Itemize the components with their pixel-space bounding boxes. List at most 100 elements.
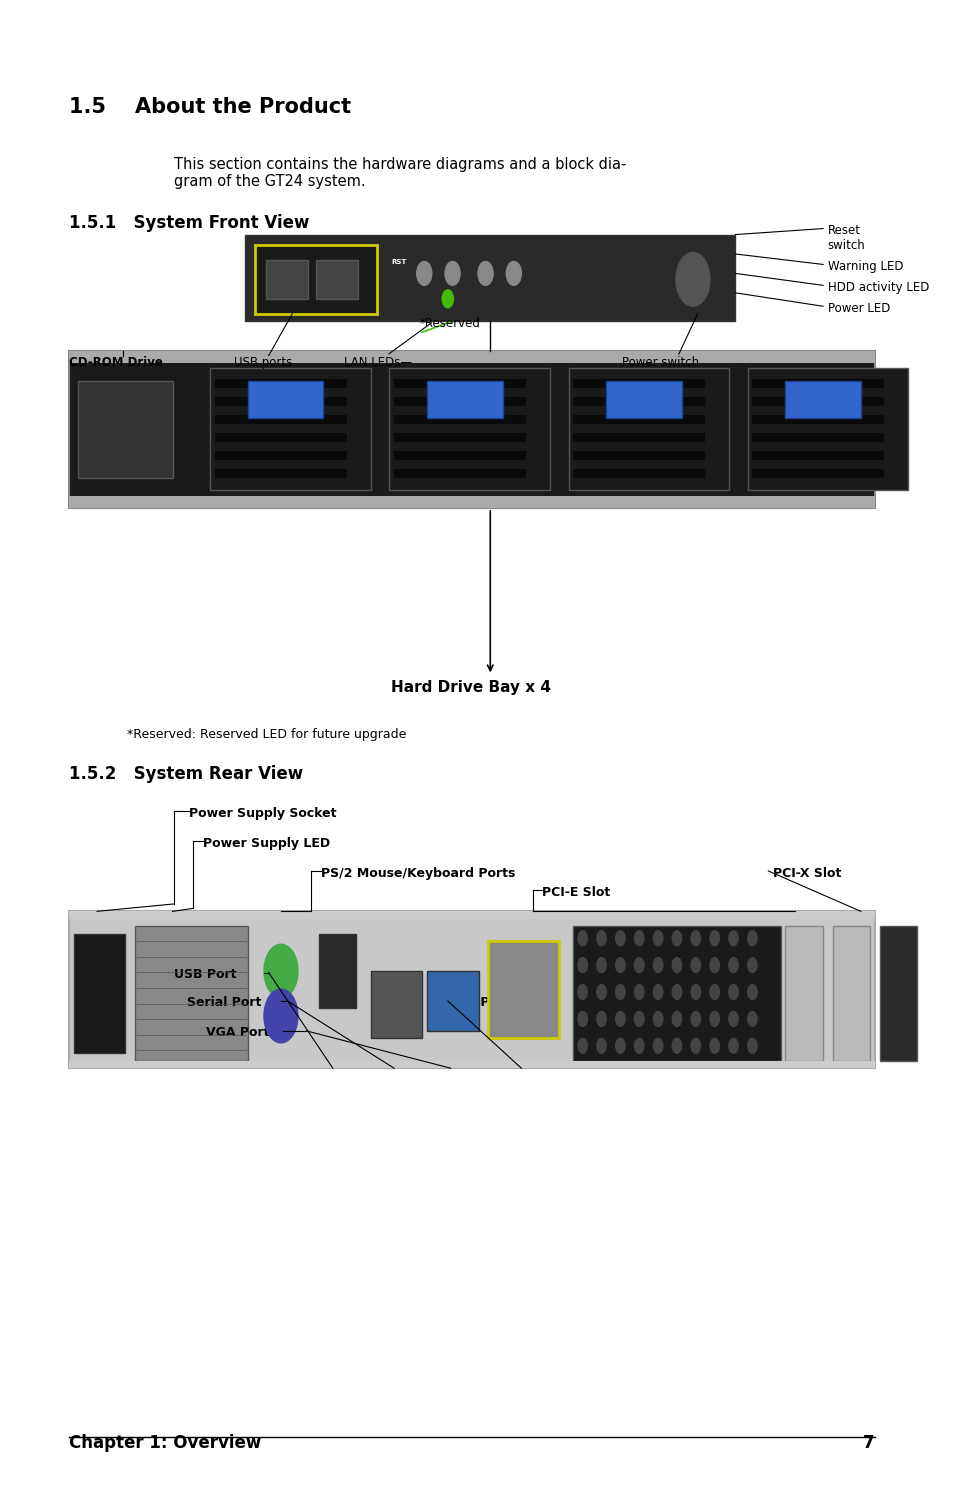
Bar [73, 934, 125, 1053]
Text: Serial Port: Serial Port [187, 996, 261, 1010]
Bar [69, 1061, 874, 1068]
Bar [488, 941, 558, 1038]
Circle shape [597, 931, 605, 946]
Bar [315, 260, 358, 299]
Bar [394, 397, 525, 406]
Circle shape [442, 290, 453, 308]
Text: USB ports: USB ports [233, 356, 292, 369]
Text: 7: 7 [862, 1434, 874, 1452]
Circle shape [578, 1011, 587, 1026]
Bar [78, 381, 172, 478]
Text: Warning LED: Warning LED [827, 260, 902, 273]
Bar [752, 451, 883, 460]
Circle shape [653, 931, 662, 946]
Bar [573, 379, 704, 388]
Text: USB Port: USB Port [174, 968, 236, 982]
Bar [389, 368, 549, 490]
Bar [69, 351, 874, 363]
Bar [573, 433, 704, 442]
Text: Chapter 1: Overview: Chapter 1: Overview [69, 1434, 261, 1452]
Circle shape [690, 931, 700, 946]
Bar [784, 381, 860, 418]
Text: Power Supply LED: Power Supply LED [202, 837, 330, 850]
Text: Power Supply Socket: Power Supply Socket [189, 807, 335, 820]
Circle shape [747, 958, 757, 973]
Bar [752, 433, 883, 442]
Circle shape [747, 931, 757, 946]
Circle shape [444, 261, 459, 285]
Bar [394, 415, 525, 424]
Circle shape [578, 985, 587, 999]
Text: Power LED: Power LED [827, 302, 889, 315]
Bar [832, 926, 869, 1061]
Bar [214, 451, 347, 460]
Circle shape [690, 958, 700, 973]
Bar [69, 351, 874, 508]
Circle shape [597, 958, 605, 973]
Circle shape [747, 1038, 757, 1053]
Bar [747, 368, 907, 490]
Circle shape [597, 1011, 605, 1026]
Bar [427, 381, 502, 418]
Bar [394, 451, 525, 460]
Bar [784, 926, 822, 1061]
Circle shape [578, 1038, 587, 1053]
Text: 1.5.1   System Front View: 1.5.1 System Front View [69, 214, 309, 232]
Circle shape [709, 1011, 719, 1026]
Circle shape [672, 985, 681, 999]
Text: This section contains the hardware diagrams and a block dia-
gram of the GT24 sy: This section contains the hardware diagr… [174, 157, 626, 190]
Circle shape [728, 985, 738, 999]
Bar [605, 381, 681, 418]
Text: PCI-E Slot: PCI-E Slot [541, 886, 610, 899]
Bar [69, 911, 874, 1068]
Circle shape [653, 1038, 662, 1053]
Text: HDD activity LED: HDD activity LED [827, 281, 928, 294]
Text: *Reserved: Reserved LED for future upgrade: *Reserved: Reserved LED for future upgra… [127, 728, 406, 741]
Bar [752, 397, 883, 406]
Text: Power switch: Power switch [621, 356, 699, 369]
Bar [210, 368, 370, 490]
Circle shape [672, 1038, 681, 1053]
Bar [214, 397, 347, 406]
Circle shape [653, 1011, 662, 1026]
Circle shape [747, 985, 757, 999]
Circle shape [634, 1011, 643, 1026]
Circle shape [672, 1011, 681, 1026]
Circle shape [728, 931, 738, 946]
Text: 1.5.2   System Rear View: 1.5.2 System Rear View [69, 765, 303, 783]
Text: Hard Drive Bay x 4: Hard Drive Bay x 4 [391, 680, 551, 695]
Bar [266, 260, 308, 299]
Circle shape [597, 985, 605, 999]
Bar [573, 451, 704, 460]
Circle shape [615, 931, 624, 946]
Bar [394, 469, 525, 478]
Circle shape [264, 944, 297, 998]
Bar [134, 926, 248, 1061]
Circle shape [690, 1011, 700, 1026]
Text: PCI-X Slot: PCI-X Slot [772, 867, 841, 880]
Circle shape [709, 931, 719, 946]
Bar [214, 415, 347, 424]
Circle shape [709, 985, 719, 999]
Bar [879, 926, 917, 1061]
Bar [573, 469, 704, 478]
Bar [370, 971, 422, 1038]
Text: *Reserved: *Reserved [419, 317, 480, 330]
Text: RST: RST [391, 260, 406, 266]
Bar [573, 926, 780, 1061]
Circle shape [615, 985, 624, 999]
Circle shape [653, 985, 662, 999]
Circle shape [597, 1038, 605, 1053]
Circle shape [634, 931, 643, 946]
Circle shape [615, 958, 624, 973]
Circle shape [477, 261, 493, 285]
Bar [427, 971, 478, 1031]
Bar [573, 397, 704, 406]
Circle shape [634, 1038, 643, 1053]
Bar [69, 911, 874, 919]
Bar [573, 415, 704, 424]
Circle shape [615, 1038, 624, 1053]
Bar [214, 379, 347, 388]
Bar [245, 235, 735, 321]
Circle shape [676, 252, 709, 306]
